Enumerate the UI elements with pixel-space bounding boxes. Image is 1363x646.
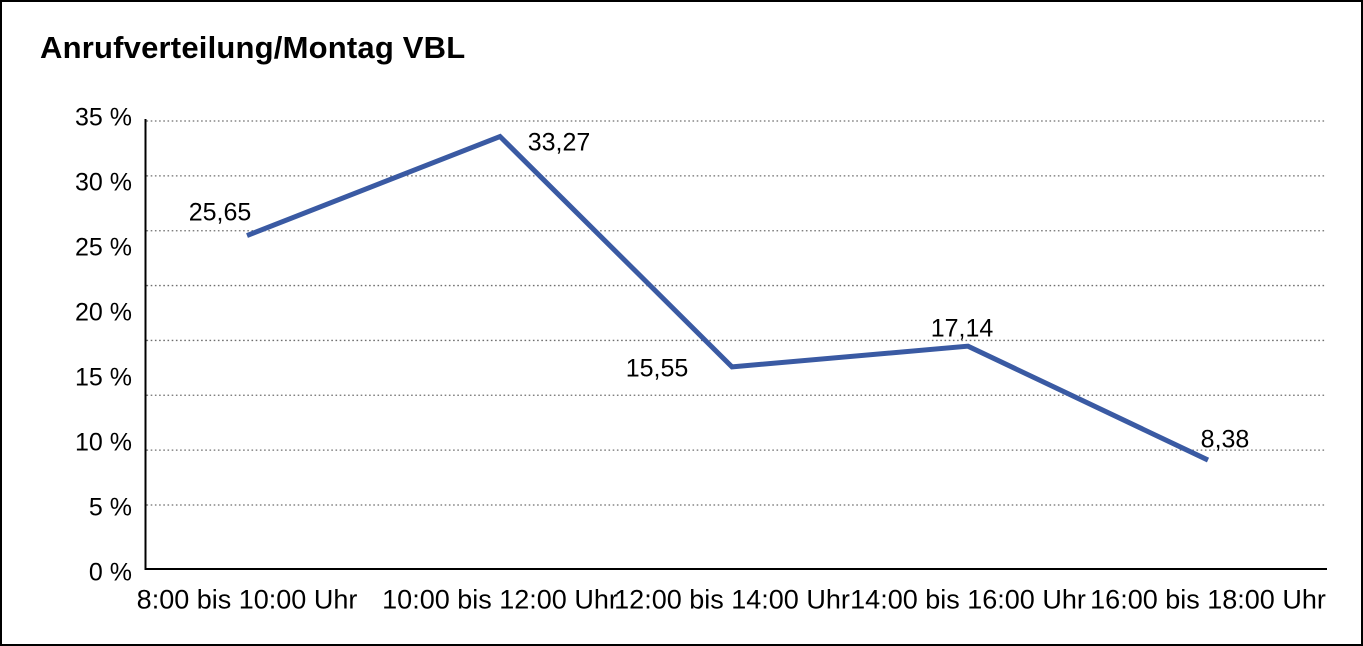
x-axis-category-label: 12:00 bis 14:00 Uhr bbox=[614, 584, 850, 615]
y-axis-tick-label: 35 % bbox=[75, 103, 132, 132]
chart-title: Anrufverteilung/Montag VBL bbox=[40, 30, 466, 65]
x-axis-category-label: 10:00 bis 12:00 Uhr bbox=[382, 584, 618, 615]
point-value-label: 17,14 bbox=[930, 314, 994, 343]
point-value-label: 8,38 bbox=[1200, 425, 1250, 454]
y-axis-tick-label: 5 % bbox=[88, 493, 132, 522]
y-axis-tick-label: 30 % bbox=[75, 168, 132, 197]
point-value-label: 25,65 bbox=[188, 198, 252, 227]
point-value-label: 33,27 bbox=[527, 128, 591, 157]
data-line bbox=[246, 133, 1210, 463]
x-axis-category-label: 8:00 bis 10:00 Uhr bbox=[136, 584, 358, 615]
y-axis-tick-label: 0 % bbox=[88, 558, 132, 587]
point-value-label: 15,55 bbox=[625, 354, 689, 383]
y-axis-tick-label: 15 % bbox=[75, 363, 132, 392]
y-axis-tick-label: 10 % bbox=[75, 428, 132, 457]
y-axis-tick-label: 20 % bbox=[75, 298, 132, 327]
x-axis-category-label: 14:00 bis 16:00 Uhr bbox=[850, 584, 1086, 615]
y-axis-tick-label: 25 % bbox=[75, 233, 132, 262]
x-axis-category-label: 16:00 bis 18:00 Uhr bbox=[1090, 584, 1326, 615]
